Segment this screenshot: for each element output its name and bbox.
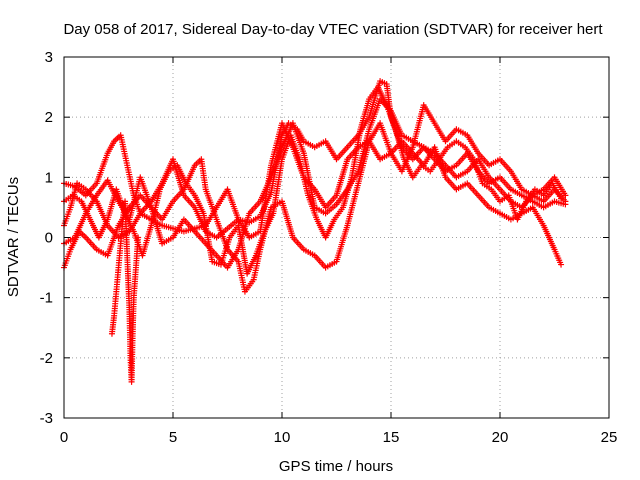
x-tick-label: 20 — [492, 429, 509, 446]
grid-lines — [64, 57, 609, 418]
y-tick-label: 2 — [45, 109, 53, 126]
x-tick-label: 25 — [601, 429, 618, 446]
axes: 0 5 10 15 20 25 -3 -2 -1 0 1 2 3 — [40, 49, 618, 446]
data-point — [558, 261, 565, 268]
y-tick-label: 3 — [45, 49, 53, 66]
data-point — [562, 192, 569, 199]
x-axis-label: GPS time / hours — [279, 458, 393, 475]
y-axis-label: SDTVAR / TECUs — [5, 177, 22, 297]
series-track-4 — [61, 84, 565, 277]
y-tick-label: 0 — [45, 230, 53, 247]
data-point — [135, 234, 142, 241]
x-tick-label: 0 — [60, 429, 68, 446]
x-tick-label: 15 — [383, 429, 400, 446]
y-tick-label: -1 — [40, 290, 53, 307]
data-markers — [61, 78, 569, 385]
y-tick-label: 1 — [45, 169, 53, 186]
series-spike-1 — [108, 198, 142, 385]
y-tick-label: -3 — [40, 410, 53, 427]
y-tick-label: -2 — [40, 350, 53, 367]
series-track-5 — [61, 96, 569, 271]
chart-title: Day 058 of 2017, Sidereal Day-to-day VTE… — [63, 21, 603, 38]
data-point — [562, 201, 569, 208]
x-tick-label: 10 — [274, 429, 291, 446]
x-tick-label: 5 — [169, 429, 177, 446]
